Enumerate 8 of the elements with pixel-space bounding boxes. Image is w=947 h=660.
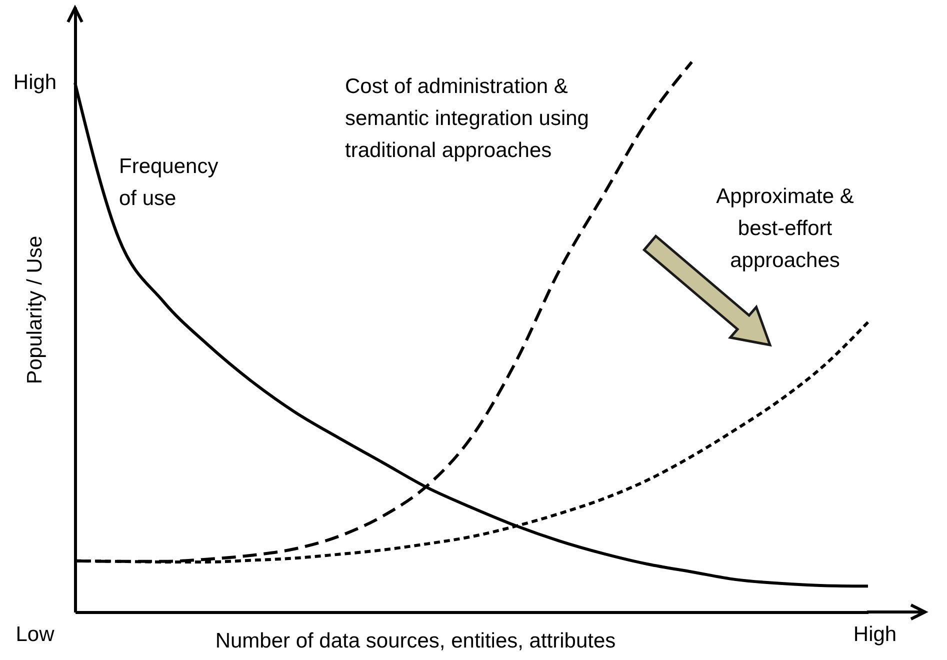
text: Approximate & best-effort approaches	[716, 185, 854, 272]
y-axis-title: Popularity / Use	[24, 236, 46, 384]
x-axis-title: Number of data sources, entities, attributes	[215, 630, 616, 652]
text: High	[853, 623, 897, 646]
text: High	[13, 71, 57, 94]
series-label: Cost of administration & semantic integration using traditional approaches	[345, 75, 589, 162]
series-label: Frequency of use	[119, 155, 219, 210]
text: Low	[16, 623, 56, 646]
